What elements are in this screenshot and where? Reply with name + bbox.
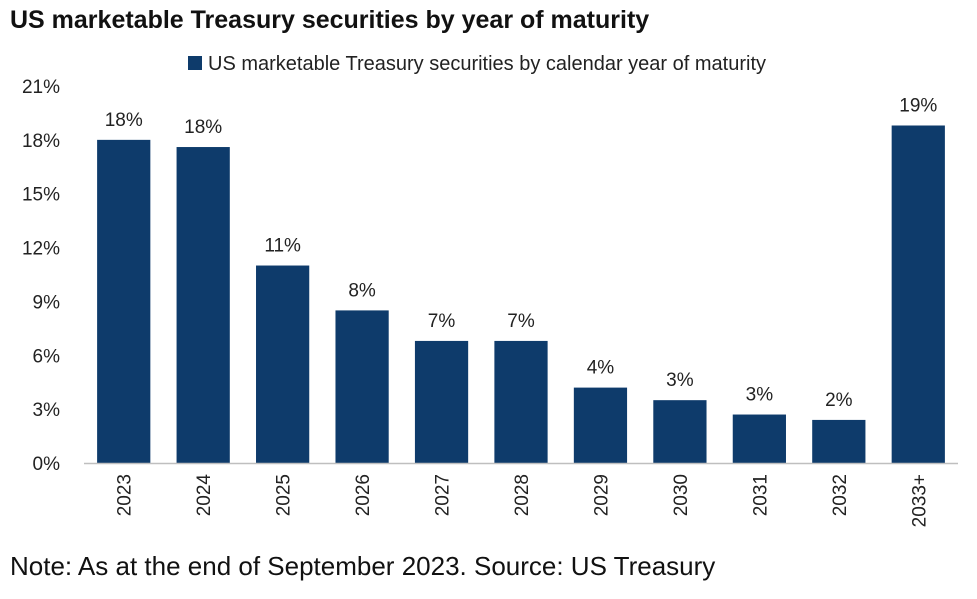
bar-2023	[97, 139, 151, 463]
bar-2027	[414, 340, 469, 463]
bar-2031	[732, 414, 786, 463]
data-labels-group: 18% 18% 11% 8% 7% 7% 4% 3% 3% 2% 19%	[105, 95, 938, 410]
x-tick-label-2030: 2030	[671, 474, 692, 516]
bar-2026	[335, 310, 389, 463]
x-tick-label-2029: 2029	[591, 474, 612, 516]
data-label-2024: 18%	[184, 117, 222, 138]
data-label-2031: 3%	[746, 385, 774, 406]
bar-2028	[494, 340, 548, 463]
bar-2033+	[891, 125, 945, 463]
bar-2030	[653, 400, 707, 463]
x-axis: 2023 2024 2025 2026 2027 2028 2029 2030 2031 2032…	[115, 474, 931, 528]
y-tick-label: 0%	[33, 454, 61, 475]
data-label-2027: 7%	[428, 311, 456, 332]
bar-2024	[176, 147, 230, 464]
data-label-2028: 7%	[507, 311, 535, 332]
y-tick-label: 3%	[33, 400, 61, 421]
data-label-2029: 4%	[587, 358, 615, 379]
data-label-2030: 3%	[666, 370, 694, 391]
legend-label: US marketable Treasury securities by cal…	[208, 53, 766, 75]
y-tick-label: 6%	[33, 346, 61, 367]
x-tick-label-2033+: 2033+	[909, 474, 930, 527]
x-tick-label-2023: 2023	[115, 474, 136, 516]
y-axis: 0% 3% 6% 9% 12% 15% 18% 21%	[22, 77, 60, 475]
bar-2032	[812, 419, 866, 463]
bar-2025	[256, 265, 310, 463]
legend-swatch	[188, 56, 202, 70]
bar-2029	[573, 387, 628, 463]
data-label-2032: 2%	[825, 390, 853, 411]
x-tick-label-2027: 2027	[433, 474, 454, 516]
y-tick-label: 21%	[22, 77, 60, 98]
chart-note: Note: As at the end of September 2023. S…	[10, 551, 716, 581]
y-tick-label: 15%	[22, 185, 60, 206]
data-label-2033+: 19%	[899, 95, 937, 116]
data-label-2025: 11%	[264, 236, 301, 257]
x-tick-label-2031: 2031	[750, 474, 771, 516]
chart-title: US marketable Treasury securities by yea…	[10, 6, 650, 34]
data-label-2023: 18%	[105, 110, 143, 131]
x-tick-label-2024: 2024	[194, 474, 215, 517]
x-tick-label-2032: 2032	[830, 474, 851, 516]
x-tick-label-2028: 2028	[512, 474, 533, 516]
y-tick-label: 12%	[22, 239, 60, 260]
bar-chart: US marketable Treasury securities by cal…	[22, 53, 958, 528]
x-tick-label-2025: 2025	[274, 474, 295, 516]
y-tick-label: 9%	[33, 292, 61, 313]
x-tick-label-2026: 2026	[353, 474, 374, 516]
data-label-2026: 8%	[348, 280, 376, 301]
bars-group	[97, 125, 945, 464]
y-tick-label: 18%	[22, 131, 60, 152]
chart-legend: US marketable Treasury securities by cal…	[188, 53, 766, 75]
